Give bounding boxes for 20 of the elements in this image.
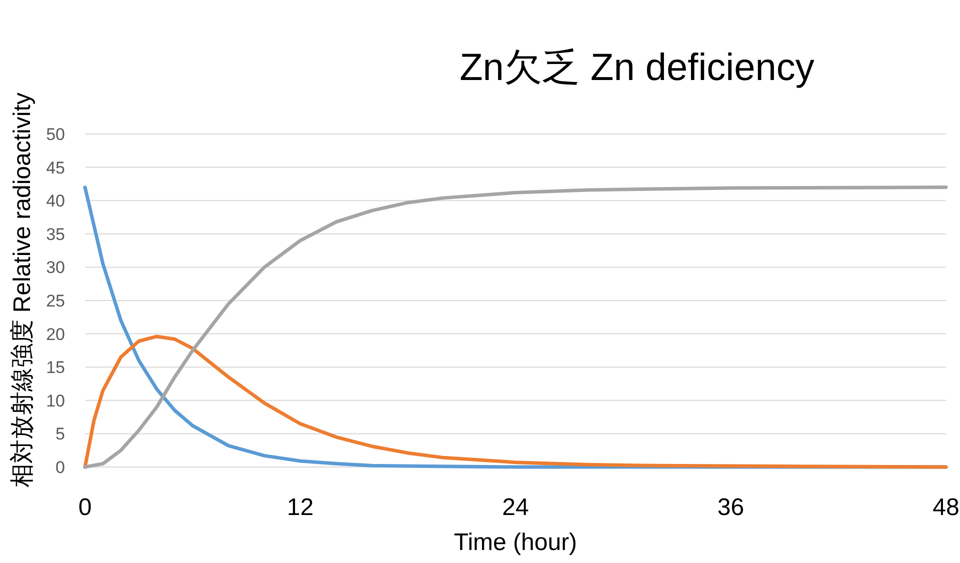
x-tick-label: 48 <box>932 494 960 521</box>
x-tick-label: 12 <box>286 494 314 521</box>
y-axis-title: 相対放射線強度 Relative radioactivity <box>9 92 36 488</box>
y-tick-label: 40 <box>46 192 65 211</box>
y-tick-label: 45 <box>46 158 65 178</box>
y-tick-label: 0 <box>56 458 65 477</box>
y-tick-label: 30 <box>46 258 65 278</box>
y-tick-label: 10 <box>46 391 65 410</box>
y-tick-label: 5 <box>56 424 65 444</box>
x-tick-label: 36 <box>717 494 744 521</box>
line-series <box>83 334 948 469</box>
y-tick-label: 15 <box>46 358 65 378</box>
y-tick-label: 20 <box>46 324 65 344</box>
chart-title: Zn欠乏 Zn deficiency <box>460 47 814 89</box>
y-tick-label: 35 <box>46 224 65 244</box>
y-tick-label: 25 <box>46 292 65 310</box>
x-axis-title: Time (hour) <box>454 529 578 556</box>
x-tick-label: 0 <box>78 494 92 521</box>
x-tick-label: 24 <box>502 494 529 521</box>
y-tick-label: 50 <box>46 125 65 144</box>
